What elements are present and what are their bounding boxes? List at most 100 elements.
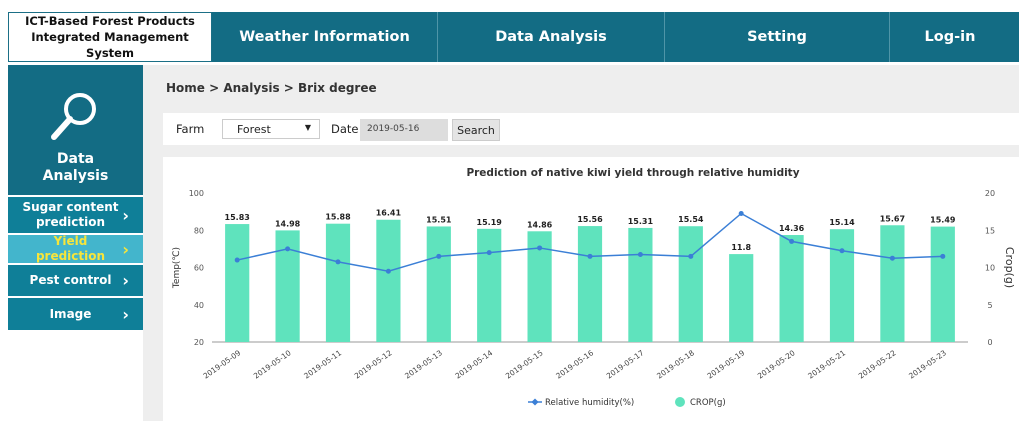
line-point xyxy=(688,253,694,259)
line-point xyxy=(385,268,391,274)
bar xyxy=(729,254,754,342)
menu-item[interactable]: Image xyxy=(8,298,143,330)
y2-tick-label: 20 xyxy=(985,189,995,198)
bar xyxy=(577,226,603,342)
bar-value-label: 15.51 xyxy=(426,215,452,224)
menu-item[interactable]: Sugar content prediction xyxy=(8,197,143,233)
line-point xyxy=(839,248,845,254)
nav-item[interactable]: Setting xyxy=(665,12,890,62)
bar-value-label: 15.19 xyxy=(477,218,503,227)
bar xyxy=(779,235,804,342)
bar xyxy=(628,227,653,342)
bar-value-label: 15.56 xyxy=(577,215,603,224)
legend-marker xyxy=(675,397,685,407)
x-tick-label: 2019-05-19 xyxy=(705,348,746,381)
x-tick-label: 2019-05-13 xyxy=(403,348,444,381)
x-tick-label: 2019-05-10 xyxy=(252,348,293,381)
line-point xyxy=(335,259,341,265)
y-tick-label: 80 xyxy=(194,226,204,235)
line-point xyxy=(234,257,240,263)
y2-tick-label: 0 xyxy=(987,338,992,347)
chart: Prediction of native kiwi yield through … xyxy=(172,167,1016,408)
legend-label: Relative humidity(%) xyxy=(545,398,634,408)
y2-axis-label: Crop(g) xyxy=(1003,247,1016,288)
menu-item-active[interactable]: Yield prediction xyxy=(8,234,143,263)
line-point xyxy=(486,250,492,256)
x-tick-label: 2019-05-11 xyxy=(302,348,343,381)
bar xyxy=(225,224,250,342)
x-tick-label: 2019-05-15 xyxy=(504,348,545,381)
line-point xyxy=(889,255,895,261)
y2-tick-label: 15 xyxy=(985,226,995,235)
x-tick-label: 2019-05-12 xyxy=(353,348,394,381)
y2-tick-label: 10 xyxy=(985,264,995,273)
y2-tick-label: 5 xyxy=(987,301,992,310)
x-tick-label: 2019-05-16 xyxy=(554,348,595,381)
bar-value-label: 15.54 xyxy=(678,215,704,224)
x-tick-label: 2019-05-18 xyxy=(655,348,696,381)
bar-value-label: 15.83 xyxy=(225,213,250,222)
line-point xyxy=(789,238,795,244)
bar-value-label: 15.31 xyxy=(628,217,654,226)
line-point xyxy=(637,251,643,257)
legend-label: CROP(g) xyxy=(690,398,726,408)
y-tick-label: 60 xyxy=(194,264,204,273)
bar xyxy=(477,228,502,342)
bar-value-label: 14.86 xyxy=(527,220,553,229)
line-point xyxy=(940,253,946,259)
bar xyxy=(829,229,855,342)
nav-item[interactable]: Weather Information xyxy=(212,12,438,62)
date-input[interactable]: 2019-05-16 xyxy=(360,119,448,141)
nav-bar: Weather Information Data Analysis Settin… xyxy=(212,12,1019,62)
farm-value: Forest xyxy=(237,123,271,136)
nav-item[interactable]: Data Analysis xyxy=(438,12,665,62)
line-point xyxy=(587,253,593,259)
bar xyxy=(930,226,955,342)
line-point xyxy=(436,253,442,259)
breadcrumb: Home > Analysis > Brix degree xyxy=(166,81,377,95)
y-tick-label: 40 xyxy=(194,301,204,310)
bar-value-label: 14.36 xyxy=(779,224,805,233)
bar-value-label: 14.98 xyxy=(275,219,301,228)
bar xyxy=(325,223,351,342)
x-tick-label: 2019-05-21 xyxy=(806,348,847,381)
bar-value-label: 15.88 xyxy=(325,213,351,222)
nav-item[interactable]: Log-in xyxy=(924,29,976,45)
logo[interactable]: ICT-Based Forest Products Integrated Man… xyxy=(8,12,212,62)
bar-value-label: 11.8 xyxy=(731,243,751,252)
search-icon xyxy=(50,93,96,140)
search-button[interactable]: Search xyxy=(452,119,500,141)
y-tick-label: 20 xyxy=(194,338,204,347)
y-tick-label: 100 xyxy=(189,189,204,198)
x-tick-label: 2019-05-23 xyxy=(907,348,948,381)
line-point xyxy=(537,245,543,251)
x-tick-label: 2019-05-09 xyxy=(201,348,242,381)
x-tick-label: 2019-05-22 xyxy=(857,348,898,381)
bar-value-label: 16.41 xyxy=(376,209,402,218)
farm-label: Farm xyxy=(176,122,205,136)
sidebar-header: Data Analysis xyxy=(8,65,143,195)
bar-value-label: 15.14 xyxy=(829,218,855,227)
farm-select[interactable]: Forest ▼ xyxy=(222,119,320,139)
x-tick-label: 2019-05-20 xyxy=(756,348,797,381)
chart-title: Prediction of native kiwi yield through … xyxy=(466,167,799,179)
menu-item[interactable]: Pest control xyxy=(8,265,143,296)
bar-value-label: 15.67 xyxy=(880,214,905,223)
sidebar-title: Data Analysis xyxy=(42,151,109,184)
line-point xyxy=(285,246,291,252)
filter-bar: Farm Forest ▼ Date 2019-05-16 Search xyxy=(163,113,1019,145)
x-tick-label: 2019-05-17 xyxy=(605,348,646,381)
bar-value-label: 15.49 xyxy=(930,216,956,225)
x-tick-label: 2019-05-14 xyxy=(453,348,494,381)
chart-panel: Prediction of native kiwi yield through … xyxy=(163,157,1019,421)
bar xyxy=(880,225,905,342)
bar xyxy=(426,226,451,342)
logo-line: Integrated Management System xyxy=(31,30,189,60)
y-axis-label: Temp(℃) xyxy=(172,247,182,289)
bar xyxy=(376,219,401,342)
line-point xyxy=(738,210,744,216)
legend-marker xyxy=(531,398,539,406)
bar xyxy=(678,226,703,342)
date-label: Date xyxy=(331,122,359,136)
